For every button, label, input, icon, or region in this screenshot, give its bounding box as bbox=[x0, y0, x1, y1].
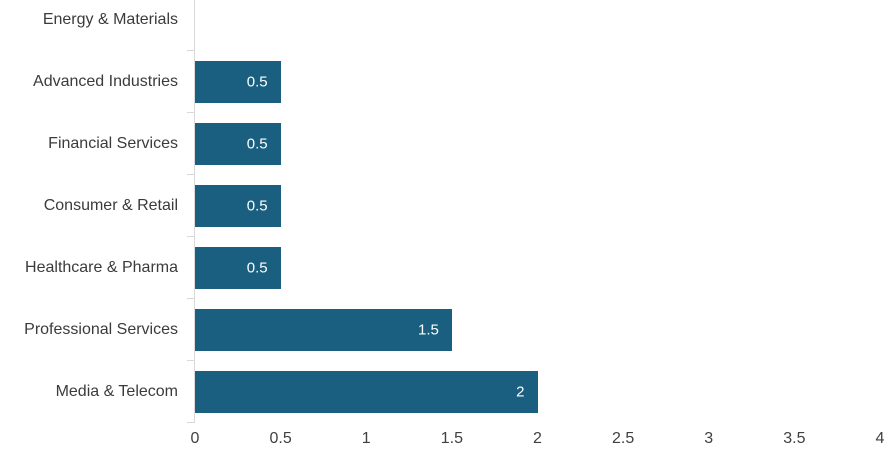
category-label: Healthcare & Pharma bbox=[25, 259, 178, 276]
plot-track: 1.5 bbox=[187, 299, 880, 361]
bar: 0.5 bbox=[195, 185, 281, 227]
plot-track: 2 bbox=[187, 361, 880, 423]
x-axis-tick-label: 0.5 bbox=[269, 430, 292, 447]
plot-track: 0.5 bbox=[187, 51, 880, 113]
chart-row: Healthcare & Pharma 0.5 bbox=[0, 237, 880, 299]
x-axis-tick-label: 0 bbox=[190, 430, 200, 447]
plot-track: 0.5 bbox=[187, 175, 880, 237]
bar: 0.5 bbox=[195, 123, 281, 165]
x-axis: 0 0.5 1 1.5 2 2.5 3 3.5 4 bbox=[191, 430, 885, 452]
x-axis-tick-label: 3 bbox=[704, 430, 714, 447]
category-label: Energy & Materials bbox=[42, 11, 178, 28]
chart-row: Professional Services 1.5 bbox=[0, 299, 880, 361]
bar-value-label: 2 bbox=[516, 383, 525, 401]
plot-track bbox=[187, 0, 880, 51]
bar-value-label: 0.5 bbox=[246, 135, 268, 153]
bar-value-label: 0.5 bbox=[246, 197, 268, 215]
category-label: Consumer & Retail bbox=[43, 197, 178, 214]
x-axis-tick-label: 2 bbox=[533, 430, 542, 447]
x-axis-tick-label: 2.5 bbox=[612, 430, 635, 447]
bar: 1.5 bbox=[195, 309, 452, 351]
plot-track: 0.5 bbox=[187, 237, 880, 299]
chart-row: Media & Telecom 2 bbox=[0, 361, 880, 423]
chart-row: Consumer & Retail 0.5 bbox=[0, 175, 880, 237]
bar: 2 bbox=[195, 371, 538, 413]
bar: 0.5 bbox=[195, 247, 281, 289]
bar: 0.5 bbox=[195, 61, 281, 103]
x-axis-tick-label: 3.5 bbox=[783, 430, 806, 447]
chart-row: Advanced Industries 0.5 bbox=[0, 51, 880, 113]
chart-row: Financial Services 0.5 bbox=[0, 113, 880, 175]
category-label: Financial Services bbox=[48, 135, 178, 152]
category-label: Media & Telecom bbox=[55, 383, 178, 400]
bar-value-label: 0.5 bbox=[246, 73, 268, 91]
x-axis-tick-label: 1 bbox=[361, 430, 371, 447]
x-axis-tick-label: 4 bbox=[875, 430, 885, 447]
category-label: Advanced Industries bbox=[33, 73, 178, 90]
bar-value-label: 0.5 bbox=[246, 259, 268, 277]
x-axis-tick-label: 1.5 bbox=[440, 430, 463, 447]
bar-value-label: 1.5 bbox=[418, 321, 439, 339]
chart-row: Energy & Materials bbox=[0, 0, 880, 51]
category-label: Professional Services bbox=[24, 321, 178, 338]
plot-track: 0.5 bbox=[187, 113, 880, 175]
chart-plot-area: Energy & Materials Advanced Industries 0… bbox=[0, 0, 880, 423]
